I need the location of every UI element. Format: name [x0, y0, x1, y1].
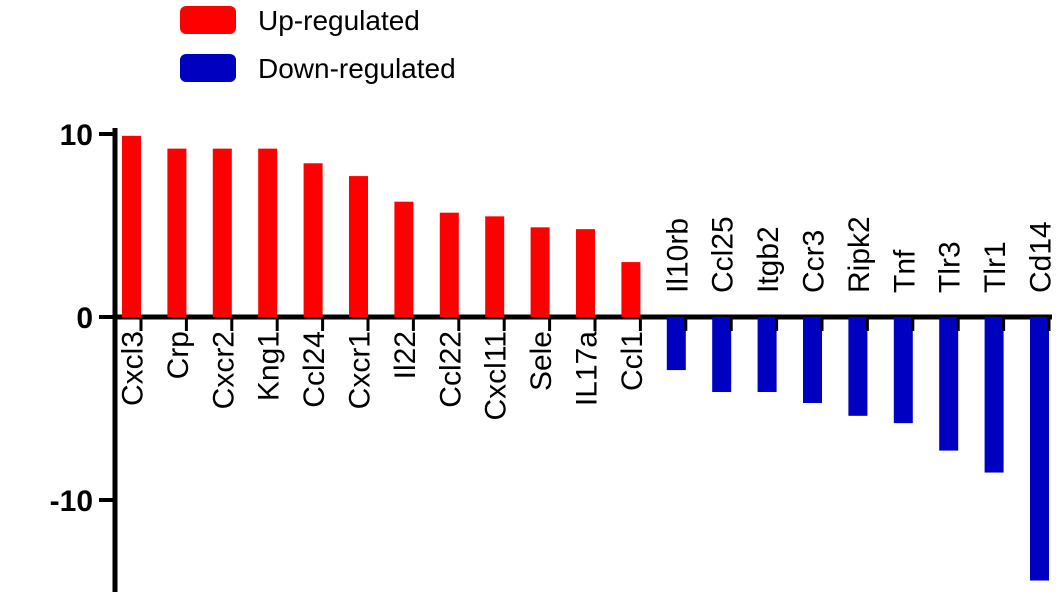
bar-ccl24 [303, 163, 323, 317]
bar-ccr3 [803, 317, 822, 404]
x-tick-label: Crp [162, 331, 195, 379]
legend-label-down: Down-regulated [258, 53, 456, 84]
x-tick-label: Tnf [888, 249, 921, 293]
bar-il17a [576, 229, 595, 317]
bar-cxcr1 [349, 176, 368, 317]
x-tick-label: Kng1 [253, 331, 286, 401]
y-tick-label: 0 [76, 302, 93, 335]
x-tick-label: Itgb2 [752, 226, 785, 293]
bar-ripk2 [848, 317, 868, 416]
x-tick-label: IL17a [571, 331, 604, 406]
bar-tnf [893, 317, 913, 424]
y-ticks: 10 0 -10 [50, 119, 115, 518]
bar-ccl1 [621, 262, 641, 317]
x-tick-label: Cxcr2 [207, 331, 240, 409]
x-tick-label: Cxcl11 [480, 331, 513, 420]
x-tick-label: Il10rb [661, 218, 694, 293]
x-tick-label: Tlr1 [979, 241, 1012, 293]
y-tick-label: -10 [50, 485, 93, 518]
x-tick-label: Cxcl3 [117, 331, 150, 406]
y-tick-label: 10 [60, 119, 93, 152]
bar-cxcl11 [485, 216, 505, 317]
legend: Up-regulated Down-regulated [180, 5, 456, 84]
legend-swatch-down [180, 54, 236, 82]
bar-il10rb [666, 317, 686, 371]
x-tick-label: Ccl24 [298, 331, 331, 408]
bars [122, 135, 1049, 581]
bar-crp [167, 148, 187, 317]
bar-cxcl3 [122, 135, 141, 317]
bar-tlr3 [939, 317, 959, 451]
x-tick-label: Ccr3 [798, 230, 831, 293]
bar-itgb2 [757, 317, 777, 393]
x-tick-label: Tlr3 [934, 241, 967, 293]
bar-tlr1 [984, 317, 1004, 473]
bar-kng1 [258, 148, 278, 317]
x-tick-label: Il22 [389, 331, 422, 379]
x-tick-label: Ccl25 [707, 216, 740, 293]
legend-label-up: Up-regulated [258, 5, 420, 36]
bar-cxcr2 [212, 148, 232, 317]
x-tick-label: Cd14 [1025, 221, 1058, 293]
bar-ccl22 [439, 212, 459, 317]
bar-cd14 [1030, 317, 1049, 581]
x-tick-label: Ripk2 [843, 216, 876, 293]
legend-swatch-up [180, 6, 236, 34]
bar-sele [530, 227, 550, 317]
x-tick-label: Ccl22 [434, 331, 467, 408]
x-tick-label: Ccl1 [616, 331, 649, 391]
bar-ccl25 [712, 317, 732, 393]
x-tick-label: Sele [525, 331, 558, 391]
gene-labels: Cxcl3 Crp Cxcr2 Kng1 Ccl24 Cxcr1 Il22 Ccl22 Cxcl… [117, 216, 1058, 420]
x-tick-label: Cxcr1 [344, 331, 377, 409]
bar-il22 [394, 201, 414, 317]
x-ticks [139, 317, 1051, 331]
